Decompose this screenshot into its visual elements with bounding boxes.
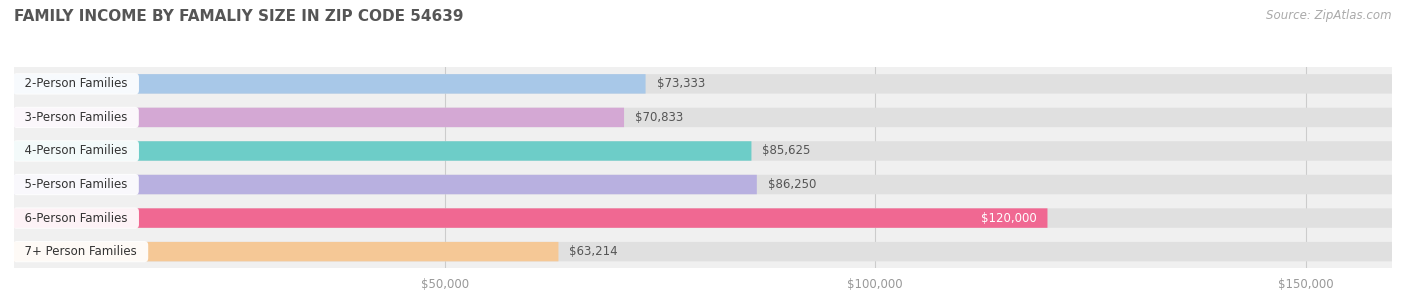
FancyBboxPatch shape — [14, 175, 756, 194]
Text: FAMILY INCOME BY FAMALIY SIZE IN ZIP CODE 54639: FAMILY INCOME BY FAMALIY SIZE IN ZIP COD… — [14, 9, 464, 24]
Text: 2-Person Families: 2-Person Families — [17, 77, 135, 90]
Text: 5-Person Families: 5-Person Families — [17, 178, 135, 191]
FancyBboxPatch shape — [14, 74, 645, 94]
Bar — [14, 235, 1392, 268]
FancyBboxPatch shape — [14, 175, 1392, 194]
Text: 4-Person Families: 4-Person Families — [17, 145, 135, 157]
Bar — [14, 168, 1392, 201]
Text: Source: ZipAtlas.com: Source: ZipAtlas.com — [1267, 9, 1392, 22]
Text: $86,250: $86,250 — [768, 178, 817, 191]
FancyBboxPatch shape — [14, 208, 1392, 228]
Text: 7+ Person Families: 7+ Person Families — [17, 245, 143, 258]
FancyBboxPatch shape — [14, 74, 1392, 94]
Text: $70,833: $70,833 — [636, 111, 683, 124]
Text: $73,333: $73,333 — [657, 77, 704, 90]
Text: 6-Person Families: 6-Person Families — [17, 212, 135, 224]
FancyBboxPatch shape — [14, 141, 751, 161]
Text: $85,625: $85,625 — [762, 145, 811, 157]
Bar — [14, 134, 1392, 168]
FancyBboxPatch shape — [14, 208, 1047, 228]
Bar — [14, 201, 1392, 235]
FancyBboxPatch shape — [14, 108, 1392, 127]
Text: 3-Person Families: 3-Person Families — [17, 111, 135, 124]
Text: $120,000: $120,000 — [981, 212, 1036, 224]
FancyBboxPatch shape — [14, 242, 1392, 261]
FancyBboxPatch shape — [14, 141, 1392, 161]
Text: $63,214: $63,214 — [569, 245, 619, 258]
FancyBboxPatch shape — [14, 242, 558, 261]
FancyBboxPatch shape — [14, 108, 624, 127]
Bar — [14, 67, 1392, 101]
Bar — [14, 101, 1392, 134]
